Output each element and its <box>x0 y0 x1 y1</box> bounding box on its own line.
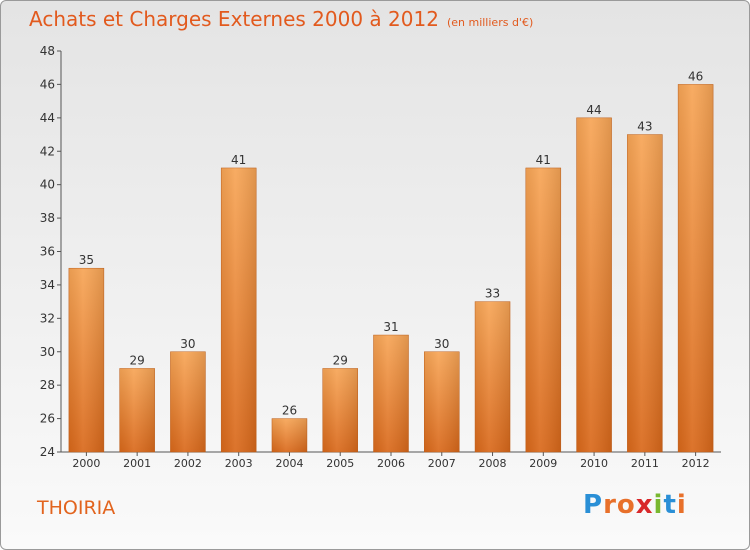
bar-value-label: 30 <box>434 337 449 351</box>
x-tick-label: 2007 <box>428 457 456 470</box>
bar-shade <box>68 268 104 452</box>
y-tick-label: 48 <box>40 44 55 58</box>
proxiti-logo: Proxiti <box>583 490 687 520</box>
y-tick-label: 36 <box>40 245 55 259</box>
x-tick-label: 2008 <box>479 457 507 470</box>
x-tick-label: 2000 <box>72 457 100 470</box>
bar-shade <box>525 167 561 453</box>
bar-shade <box>322 368 358 452</box>
bar-value-label: 31 <box>383 320 398 334</box>
bar-value-label: 41 <box>231 153 246 167</box>
bar-shade <box>119 368 155 452</box>
bar-value-label: 33 <box>485 287 500 301</box>
bar-value-label: 30 <box>180 337 195 351</box>
x-tick-label: 2012 <box>682 457 710 470</box>
y-tick-label: 42 <box>40 144 55 158</box>
x-tick-label: 2002 <box>174 457 202 470</box>
logo-letter: P <box>583 490 604 520</box>
chart-title: Achats et Charges Externes 2000 à 2012 (e… <box>29 7 533 31</box>
bar-shade <box>424 351 460 452</box>
y-tick-label: 46 <box>40 77 55 91</box>
bar-value-label: 29 <box>333 353 348 367</box>
x-tick-label: 2009 <box>529 457 557 470</box>
y-tick-label: 44 <box>40 111 55 125</box>
x-tick-label: 2003 <box>225 457 253 470</box>
bar-value-label: 29 <box>130 353 145 367</box>
bar-shade <box>271 418 307 452</box>
logo-letter: i <box>676 490 687 520</box>
bar-shade <box>221 167 257 453</box>
bar-shade <box>627 134 663 452</box>
bar-value-label: 44 <box>586 103 601 117</box>
bar-value-label: 41 <box>536 153 551 167</box>
chart-subtitle: (en milliers d'€) <box>446 16 534 29</box>
chart-bars <box>68 84 714 453</box>
x-tick-label: 2010 <box>580 457 608 470</box>
y-tick-label: 30 <box>40 345 55 359</box>
y-tick-label: 24 <box>40 445 55 459</box>
bar-value-label: 35 <box>79 253 94 267</box>
x-tick-label: 2011 <box>631 457 659 470</box>
place-name: THOIRIA <box>37 497 116 519</box>
y-tick-label: 26 <box>40 412 55 426</box>
x-tick-label: 2004 <box>275 457 303 470</box>
y-tick-label: 32 <box>40 311 55 325</box>
x-tick-label: 2001 <box>123 457 151 470</box>
logo-letter: t <box>663 490 677 520</box>
x-tick-label: 2006 <box>377 457 405 470</box>
bar-value-label: 26 <box>282 404 297 418</box>
y-tick-label: 40 <box>40 178 55 192</box>
bar-shade <box>576 117 612 452</box>
bar-shade <box>170 351 206 452</box>
y-tick-label: 38 <box>40 211 55 225</box>
logo-letter: r <box>603 490 617 520</box>
x-tick-label: 2005 <box>326 457 354 470</box>
y-tick-label: 28 <box>40 378 55 392</box>
logo-letter: o <box>616 490 636 520</box>
bar-value-label: 46 <box>688 69 703 83</box>
bar-shade <box>678 84 714 453</box>
chart-value-labels: 35 29 30 41 26 29 31 30 33 41 44 43 46 <box>79 69 704 417</box>
y-tick-label: 34 <box>40 278 55 292</box>
chart-axes: 24 26 28 30 32 34 36 38 40 42 44 46 48 2000 2001 2002 20… <box>40 44 721 470</box>
chart-title-text: Achats et Charges Externes 2000 à 2012 <box>29 7 439 31</box>
logo-letter: x <box>635 490 654 520</box>
bar-value-label: 43 <box>637 120 652 134</box>
logo-letter: i <box>653 490 664 520</box>
bar-shade <box>475 301 511 452</box>
bar-shade <box>373 335 409 452</box>
